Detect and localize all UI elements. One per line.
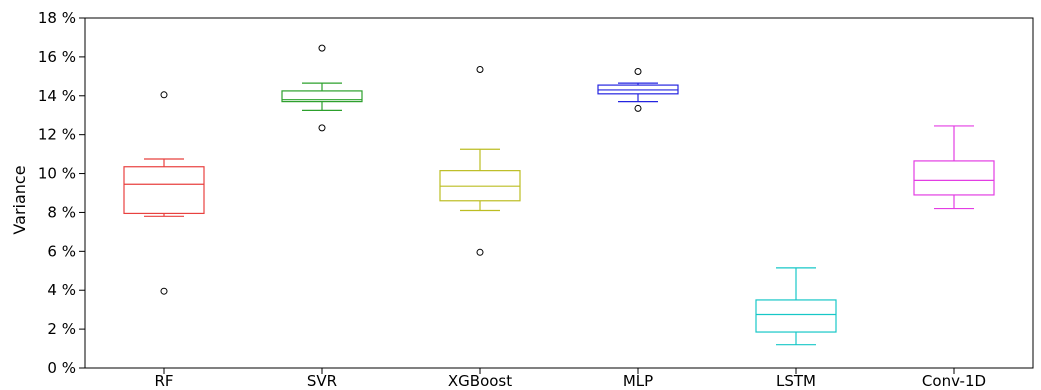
- box-conv-1d: [913, 125, 995, 210]
- x-tick-label: MLP: [623, 372, 653, 390]
- box-xgboost: [439, 66, 521, 256]
- x-tick-label: RF: [154, 372, 173, 390]
- x-tick-label: Conv-1D: [922, 372, 986, 390]
- x-tick-label: XGBoost: [448, 372, 512, 390]
- x-tick-label: SVR: [307, 372, 337, 390]
- y-tick-label: 12 %: [38, 126, 76, 144]
- outlier-point: [318, 44, 326, 52]
- outlier-point: [318, 124, 326, 132]
- plot-frame: [84, 17, 1034, 369]
- box-svr: [281, 44, 363, 132]
- x-tick-label: LSTM: [776, 372, 816, 390]
- outlier-point: [634, 67, 642, 75]
- y-axis-title-group: Variance: [10, 165, 29, 234]
- box-mlp: [597, 67, 679, 112]
- box-lstm: [755, 267, 837, 346]
- y-tick-label: 4 %: [47, 281, 76, 299]
- outlier-point: [634, 104, 642, 112]
- box-iqr: [913, 160, 995, 196]
- y-tick-label: 18 %: [38, 9, 76, 27]
- y-tick-label: 16 %: [38, 48, 76, 66]
- box-iqr: [123, 166, 205, 215]
- y-tick-label: 6 %: [47, 242, 76, 260]
- y-tick-label: 14 %: [38, 87, 76, 105]
- y-tick-label: 0 %: [47, 359, 76, 377]
- boxes: [123, 44, 995, 346]
- outlier-point: [476, 248, 484, 256]
- box-rf: [123, 91, 205, 295]
- outlier-point: [160, 91, 168, 99]
- y-tick-label: 10 %: [38, 165, 76, 183]
- y-tick-label: 2 %: [47, 320, 76, 338]
- box-iqr: [281, 90, 363, 103]
- y-tick-label: 8 %: [47, 203, 76, 221]
- outlier-point: [476, 66, 484, 74]
- axis-ticks: 0 % 2 % 4 % 6 % 8 % 10 % 12 % 14 % 16 % 18 % RF SVR…: [38, 9, 986, 390]
- outlier-point: [160, 287, 168, 295]
- y-axis-title: Variance: [10, 165, 29, 234]
- box-iqr: [755, 299, 837, 333]
